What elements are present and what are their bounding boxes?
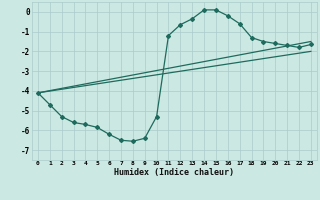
- X-axis label: Humidex (Indice chaleur): Humidex (Indice chaleur): [115, 168, 234, 177]
